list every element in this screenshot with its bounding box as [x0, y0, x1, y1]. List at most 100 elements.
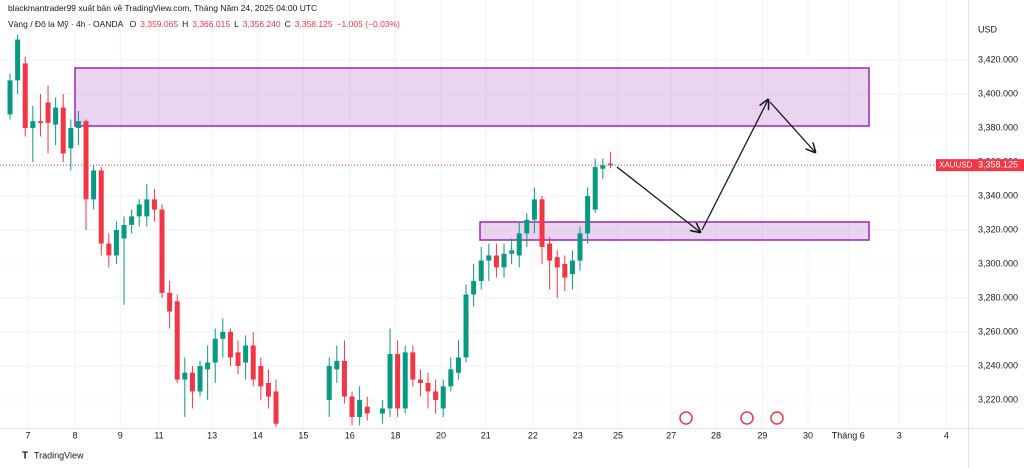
ohlc-value: 3,359.065: [140, 19, 179, 29]
candle-body: [121, 224, 127, 239]
candle-body: [106, 243, 112, 256]
candle-body: [37, 121, 43, 123]
candle-body: [98, 170, 104, 244]
last-price-label: 3,358.125: [978, 160, 1018, 170]
candle-body: [250, 345, 256, 380]
symbol: Vàng / Đô la Mỹ · 4h · OANDA: [8, 19, 124, 29]
candle-body: [440, 386, 446, 409]
candle-body: [448, 369, 454, 387]
currency-label: USD: [978, 24, 998, 34]
candle-body: [15, 39, 21, 81]
x-tick-label: 23: [573, 430, 583, 440]
candle-body: [220, 331, 226, 339]
ohlc-value: 3,366.015: [192, 19, 231, 29]
x-tick-label: 29: [757, 430, 767, 440]
candle-body: [159, 209, 165, 293]
candle-body: [379, 408, 385, 414]
ohlc-value: 3,358.125: [294, 19, 333, 29]
candle-body: [75, 121, 81, 128]
x-tick-label: 20: [436, 430, 446, 440]
candle-body: [273, 391, 279, 424]
candle-body: [83, 121, 89, 200]
event-flag[interactable]: [740, 411, 754, 425]
candle-body: [417, 379, 423, 383]
arrow: [616, 166, 700, 232]
y-tick-label: 3,260.000: [978, 326, 1018, 336]
candle-body: [554, 257, 560, 268]
candle-body: [364, 406, 370, 414]
candle-body: [524, 219, 530, 234]
candle-body: [22, 63, 28, 128]
candle-body: [471, 280, 477, 295]
arrow: [769, 101, 815, 152]
candle-body: [486, 255, 492, 261]
x-tick-label: 8: [73, 430, 78, 440]
y-tick-label: 3,300.000: [978, 258, 1018, 268]
candle-body: [53, 107, 59, 125]
candle-body: [326, 365, 332, 400]
change: −1.005 (−0.03%): [336, 19, 400, 29]
candle-body: [174, 301, 180, 380]
candle-body: [205, 362, 211, 370]
candle-body: [395, 354, 401, 409]
x-tick-label: 4: [944, 430, 949, 440]
x-tick-label: 28: [711, 430, 721, 440]
last-price-badge: [936, 159, 1024, 172]
x-tick-label: 18: [390, 430, 400, 440]
candle-body: [509, 250, 515, 254]
footer-logo: T: [22, 451, 28, 462]
candle-body: [357, 399, 363, 417]
candle-body: [410, 352, 416, 380]
y-tick-label: 3,340.000: [978, 190, 1018, 200]
candle-body: [600, 165, 606, 169]
x-tick-label: 7: [26, 430, 31, 440]
candle-body: [197, 365, 203, 392]
author-line: blackmantrader99 xuất bản về TradingView…: [8, 3, 318, 13]
ohlc: O 3,359.065 H 3,366.015 L 3,356.240 C 3,358.125…: [130, 19, 404, 29]
event-flag[interactable]: [679, 411, 693, 425]
ohlc-value: 3,356.240: [242, 19, 281, 29]
event-flag[interactable]: [770, 411, 784, 425]
candle-body: [463, 294, 469, 358]
candles: [7, 34, 613, 428]
x-tick-label: 27: [666, 430, 676, 440]
candle-body: [516, 233, 522, 256]
candle-body: [243, 345, 249, 363]
x-tick-label: 15: [298, 430, 308, 440]
candle-body: [569, 260, 575, 275]
candle-body: [501, 253, 507, 268]
footer-brand: TradingView: [34, 450, 84, 460]
candle-body: [212, 338, 218, 363]
ohlc-key: L: [234, 19, 239, 29]
candle-body: [45, 102, 51, 123]
candle-body: [60, 107, 66, 154]
x-tick-label: 9: [118, 430, 123, 440]
candle-body: [113, 229, 119, 256]
candle-body: [30, 121, 36, 128]
candle-body: [68, 127, 74, 149]
candle-body: [577, 233, 583, 261]
candle-body: [91, 170, 97, 200]
candle-body: [144, 199, 150, 217]
candle-body: [349, 396, 355, 417]
candle-body: [539, 199, 545, 247]
candle-body: [227, 331, 233, 358]
x-tick-label: 14: [253, 430, 263, 440]
ohlc-key: O: [129, 19, 137, 29]
candle-body: [341, 360, 347, 397]
candle-body: [334, 360, 340, 370]
candle-body: [493, 255, 499, 268]
candle-body: [547, 243, 553, 261]
y-tick-label: 3,240.000: [978, 360, 1018, 370]
candle-body: [7, 80, 13, 115]
y-tick-label: 3,220.000: [978, 394, 1018, 404]
candle-body: [182, 372, 188, 380]
ohlc-key: H: [182, 19, 189, 29]
symbol-line: Vàng / Đô la Mỹ · 4h · OANDA O 3,359.065 H…: [8, 19, 408, 29]
x-tick-label: 22: [528, 430, 538, 440]
candle-body: [189, 372, 195, 392]
x-tick-label: Tháng 6: [832, 430, 865, 440]
candle-body: [585, 195, 591, 234]
